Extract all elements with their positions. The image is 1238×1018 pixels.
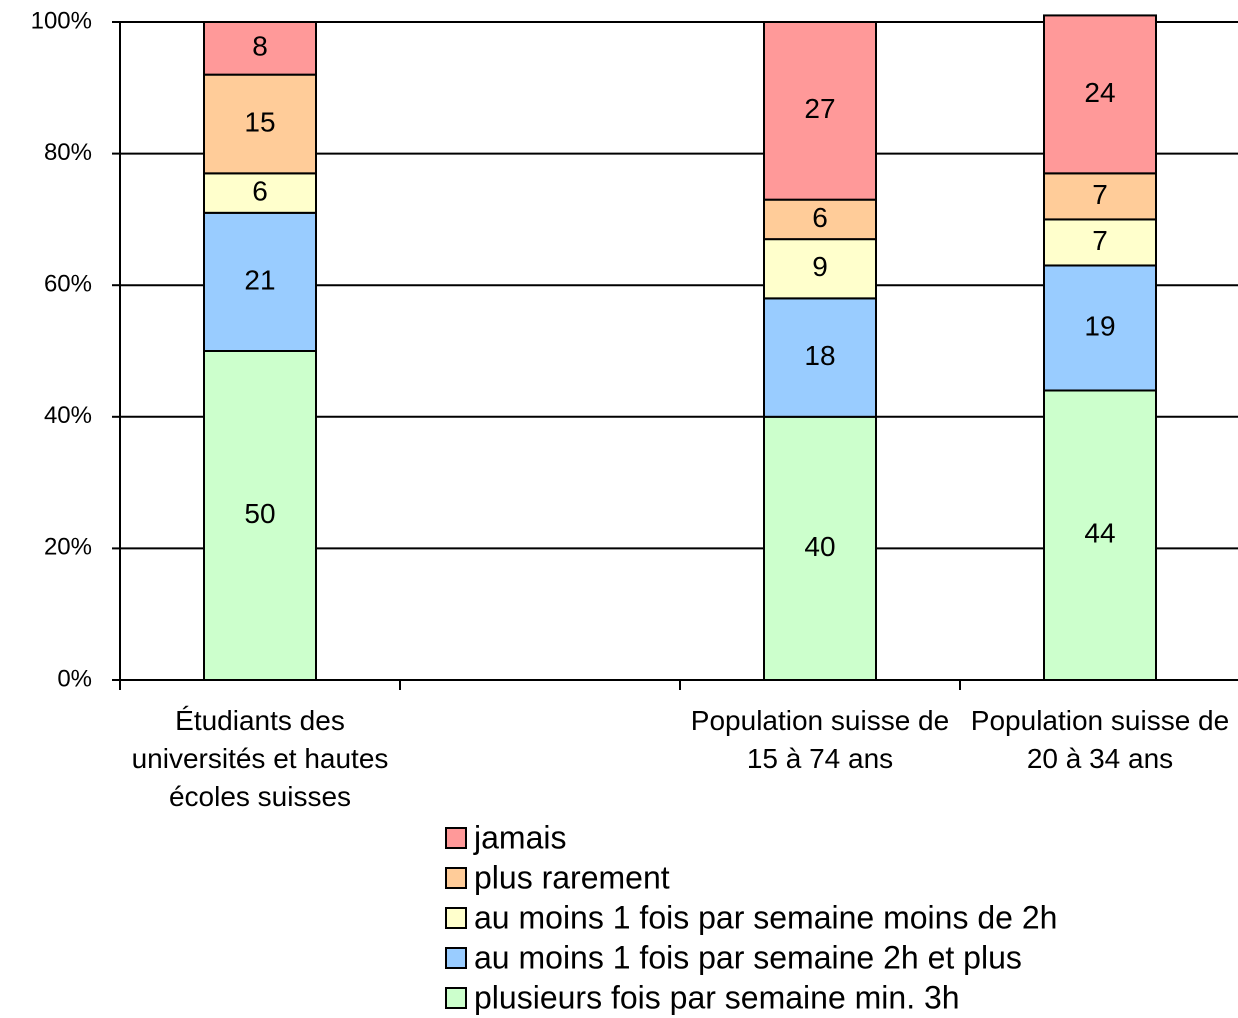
legend-label: au moins 1 fois par semaine 2h et plus	[474, 939, 1022, 975]
data-label: 6	[252, 175, 268, 206]
data-label: 9	[812, 251, 828, 282]
y-tick-label: 80%	[44, 139, 92, 166]
data-label: 40	[804, 531, 835, 562]
bar-segment	[1043, 264, 1157, 392]
legend-swatch	[445, 987, 467, 1009]
bar-segment	[763, 238, 877, 300]
legend-swatch	[445, 867, 467, 889]
data-label: 50	[244, 498, 275, 529]
legend-label: jamais	[473, 819, 566, 855]
bar-segment	[203, 211, 317, 352]
data-label: 19	[1084, 310, 1115, 341]
data-label: 6	[812, 202, 828, 233]
bar-segment	[203, 350, 317, 681]
data-label: 7	[1092, 179, 1108, 210]
x-tick-label: Population suisse de 20 à 34 ans	[970, 705, 1230, 774]
legend-swatch	[445, 947, 467, 969]
data-label: 7	[1092, 225, 1108, 256]
bar-segment	[203, 73, 317, 175]
data-label: 27	[804, 93, 835, 124]
x-tick-label: Étudiants des universités et hautes écol…	[131, 705, 389, 812]
legend-label: au moins 1 fois par semaine moins de 2h	[474, 899, 1057, 935]
data-label: 21	[244, 264, 275, 295]
y-tick-label: 40%	[44, 402, 92, 429]
legend-swatch	[445, 907, 467, 929]
bar-segment	[763, 21, 877, 201]
legend-label: plusieurs fois par semaine min. 3h	[474, 979, 960, 1015]
bar-segment	[763, 415, 877, 681]
data-label: 24	[1084, 77, 1115, 108]
data-label: 8	[252, 31, 268, 62]
legend-label: plus rarement	[474, 859, 670, 895]
legend-swatch	[445, 827, 467, 849]
x-tick-label: Population suisse de 15 à 74 ans	[690, 705, 950, 774]
bar-segment	[1043, 218, 1157, 267]
data-label: 18	[804, 340, 835, 371]
y-tick-label: 0%	[57, 665, 92, 692]
data-label: 15	[244, 106, 275, 137]
bar-segment	[203, 21, 317, 76]
y-tick-label: 100%	[31, 7, 92, 34]
data-label: 44	[1084, 518, 1115, 549]
y-tick-label: 60%	[44, 271, 92, 298]
bar-segment	[1043, 14, 1157, 175]
y-tick-label: 20%	[44, 534, 92, 561]
